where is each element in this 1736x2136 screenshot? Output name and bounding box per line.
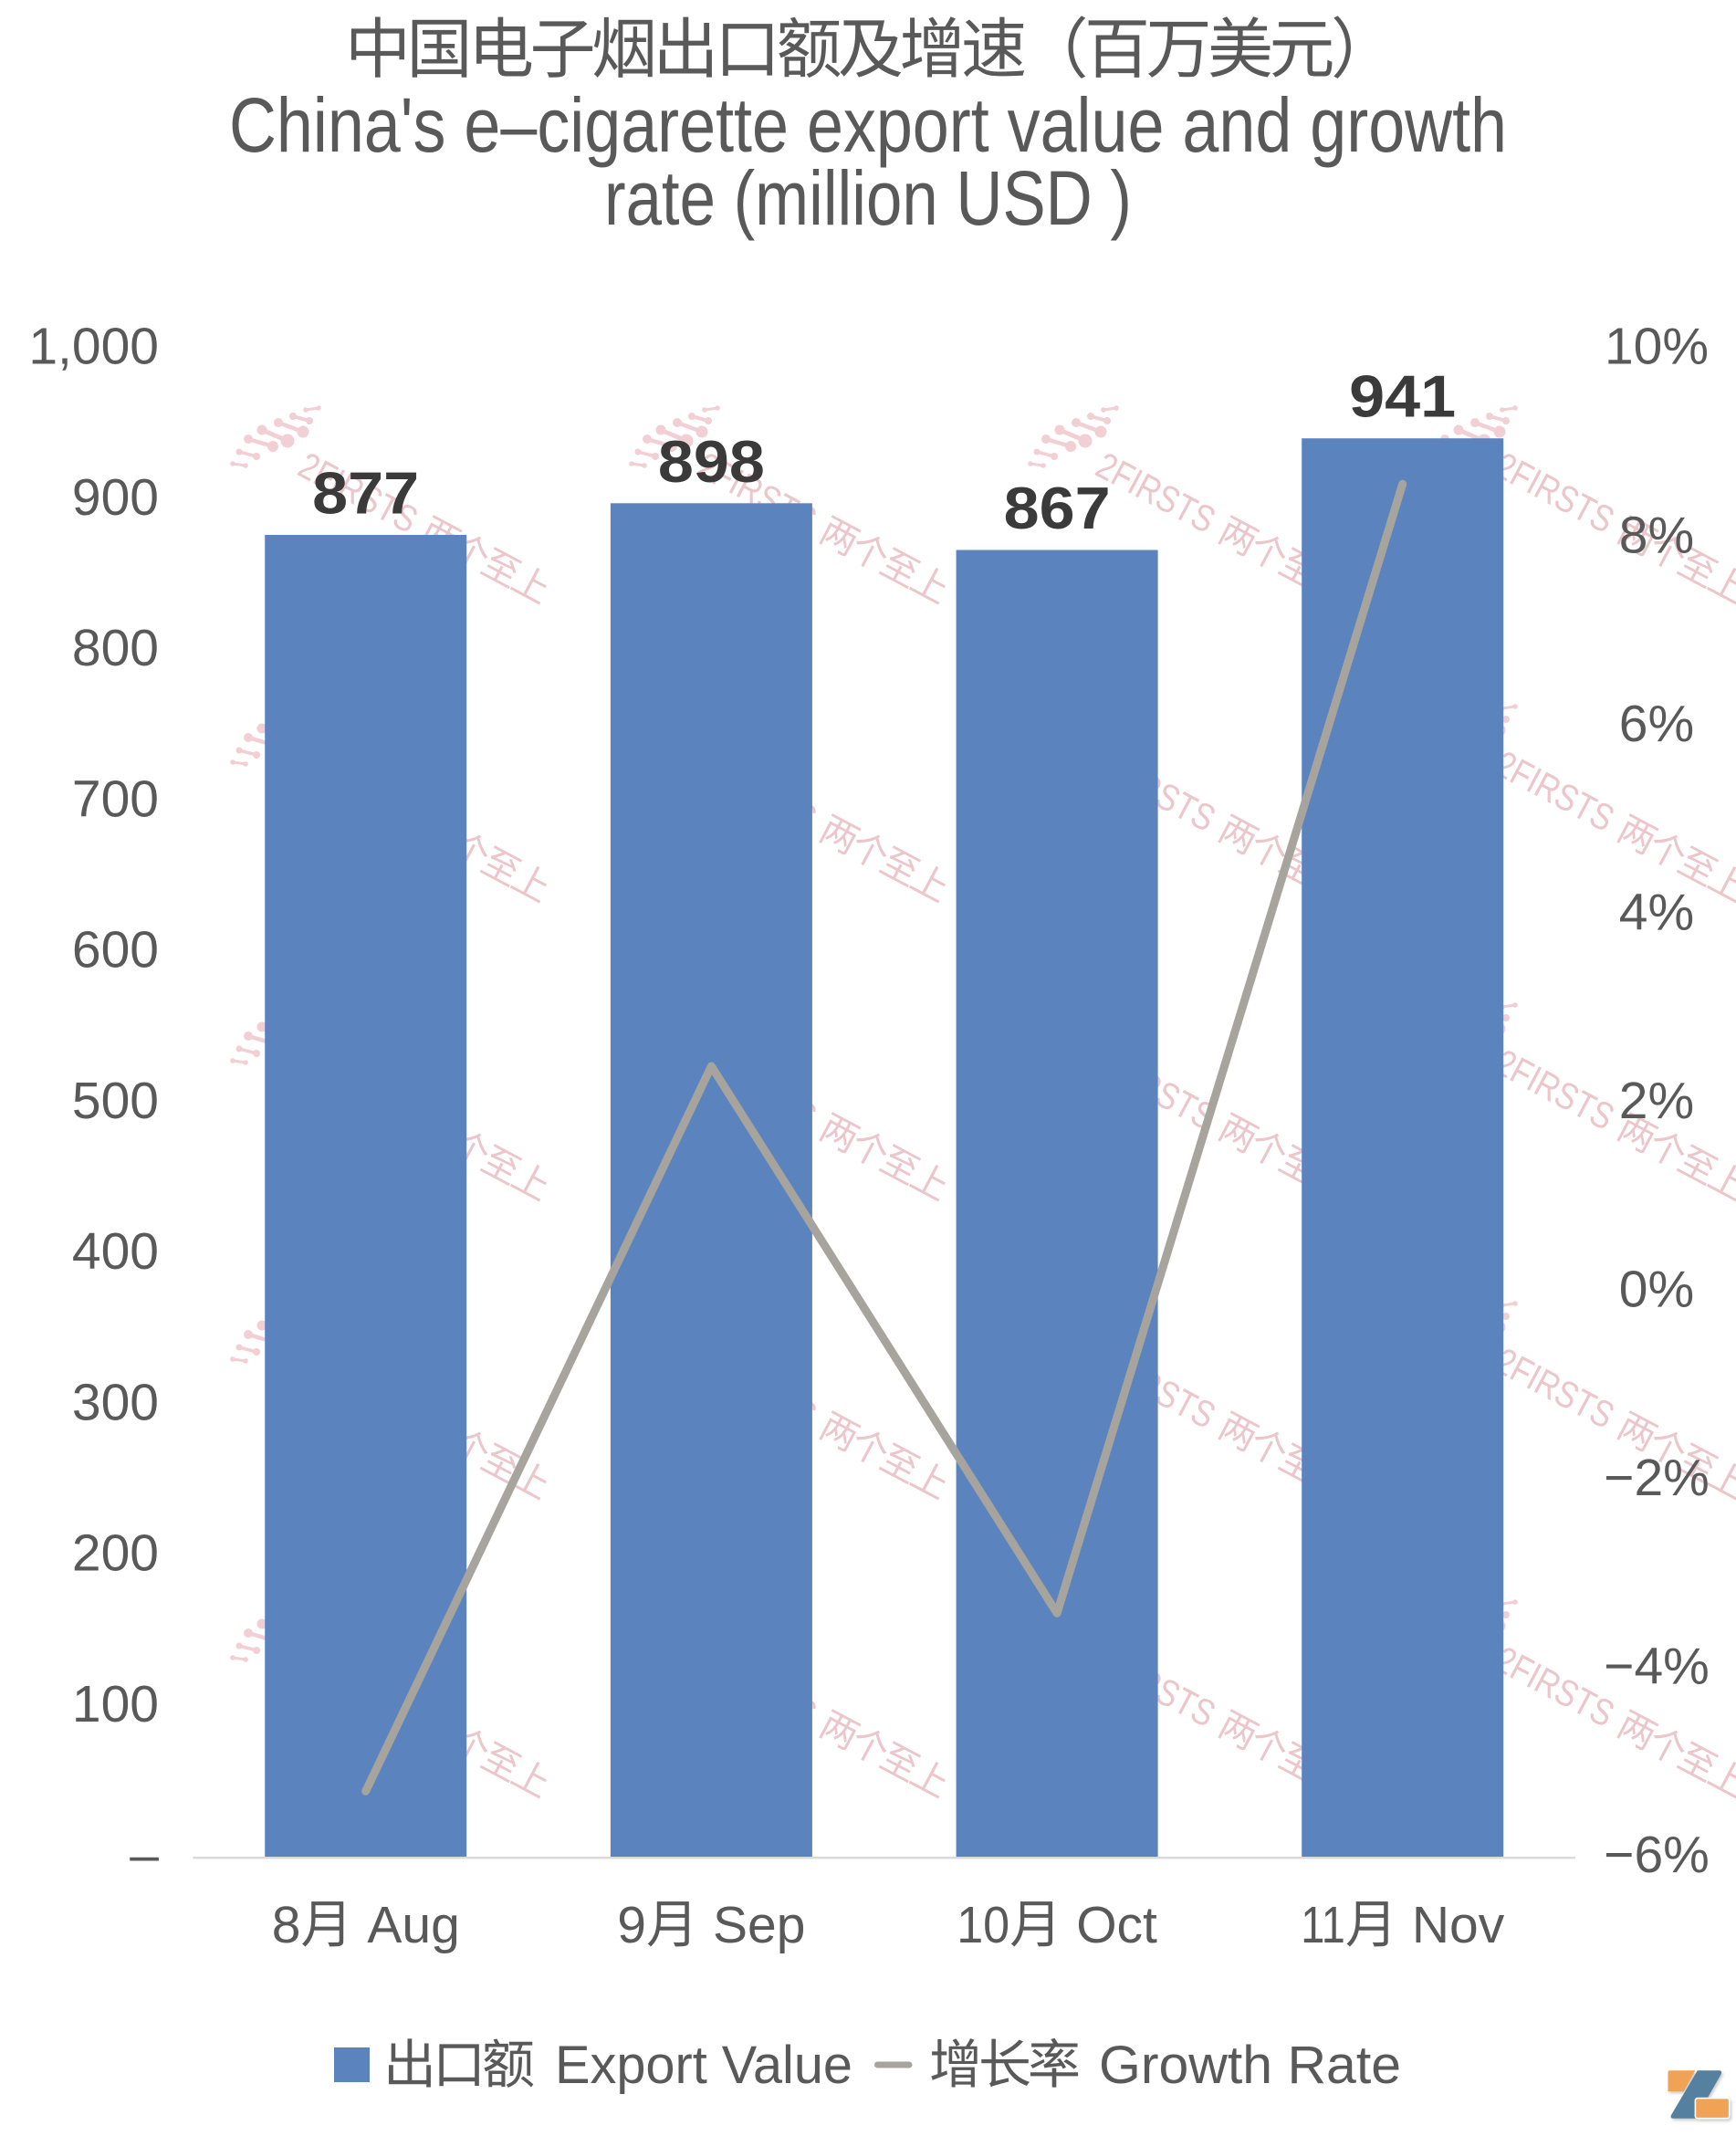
svg-text:4%: 4% bbox=[1619, 883, 1694, 941]
svg-text:6%: 6% bbox=[1619, 695, 1694, 753]
svg-text:300: 300 bbox=[72, 1374, 159, 1432]
svg-text:–: – bbox=[130, 1826, 159, 1884]
svg-text:877: 877 bbox=[312, 460, 419, 527]
svg-text:941: 941 bbox=[1349, 363, 1456, 430]
svg-text:Oct: Oct bbox=[1076, 1896, 1157, 1954]
svg-text:9: 9 bbox=[617, 1896, 646, 1954]
svg-text:−2%: −2% bbox=[1604, 1449, 1710, 1507]
svg-text:800: 800 bbox=[72, 619, 159, 677]
svg-text:400: 400 bbox=[72, 1222, 159, 1281]
svg-text:200: 200 bbox=[72, 1524, 159, 1583]
svg-text:500: 500 bbox=[72, 1072, 159, 1130]
svg-text:−6%: −6% bbox=[1604, 1826, 1710, 1884]
svg-text:China's e–cigarette export val: China's e–cigarette export value and gro… bbox=[229, 82, 1507, 168]
svg-text:1,000: 1,000 bbox=[28, 318, 159, 376]
svg-text:8%: 8% bbox=[1619, 506, 1694, 564]
svg-text:Aug: Aug bbox=[367, 1896, 459, 1954]
svg-text:rate (million USD ): rate (million USD ) bbox=[604, 155, 1132, 241]
svg-text:−4%: −4% bbox=[1604, 1638, 1710, 1696]
svg-text:700: 700 bbox=[72, 770, 159, 829]
svg-text:900: 900 bbox=[72, 468, 159, 527]
svg-text:867: 867 bbox=[1004, 475, 1111, 541]
svg-text:Export Value: Export Value bbox=[555, 2036, 852, 2095]
svg-text:600: 600 bbox=[72, 921, 159, 979]
svg-text:Nov: Nov bbox=[1412, 1896, 1505, 1954]
svg-text:8: 8 bbox=[272, 1896, 301, 1954]
svg-text:898: 898 bbox=[658, 428, 765, 495]
svg-text:2%: 2% bbox=[1619, 1072, 1694, 1130]
svg-text:10: 10 bbox=[957, 1896, 1009, 1954]
svg-text:Growth Rate: Growth Rate bbox=[1099, 2036, 1401, 2095]
svg-text:Sep: Sep bbox=[713, 1896, 805, 1954]
svg-text:11: 11 bbox=[1301, 1896, 1345, 1954]
svg-text:100: 100 bbox=[72, 1675, 159, 1733]
svg-text:10%: 10% bbox=[1605, 318, 1709, 376]
svg-text:0%: 0% bbox=[1619, 1261, 1694, 1319]
